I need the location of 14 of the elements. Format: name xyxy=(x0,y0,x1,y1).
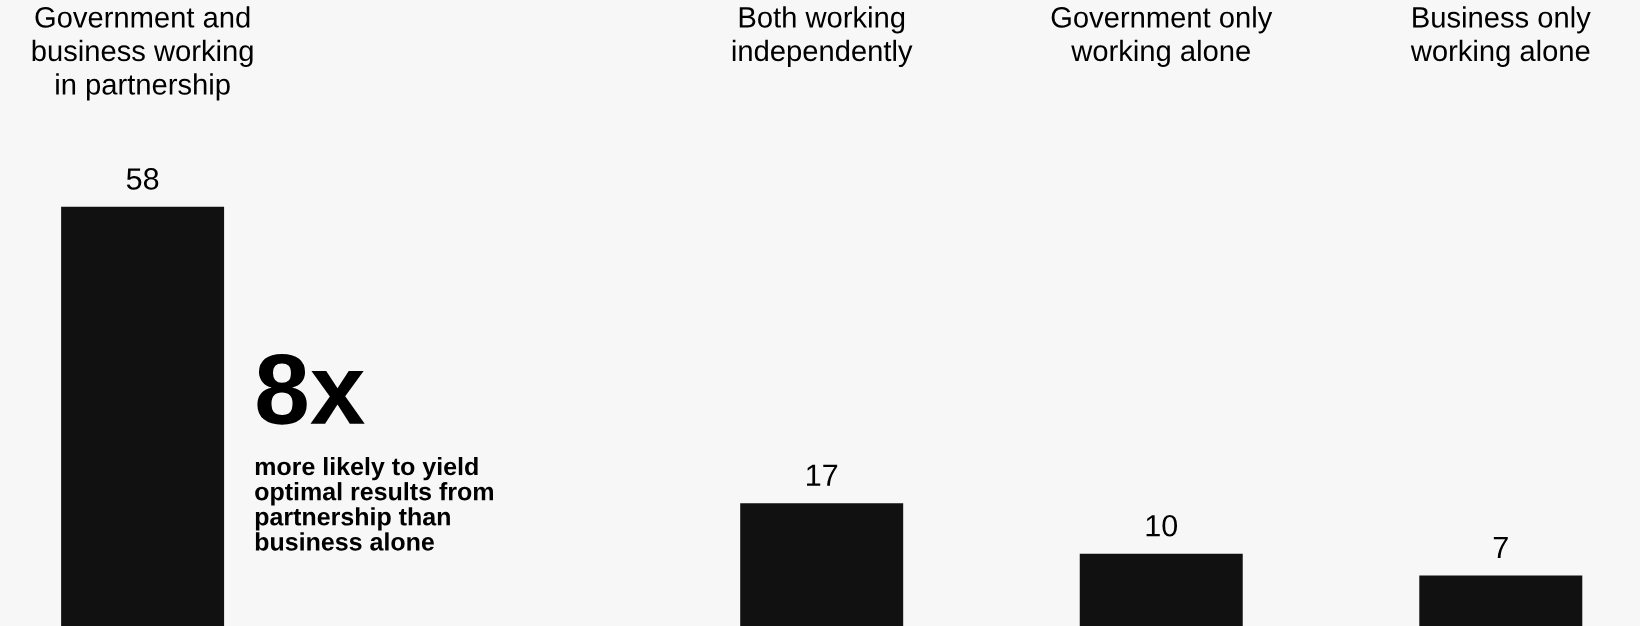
data-label: 58 xyxy=(126,168,159,190)
annotation: more likely to yield optimal results from partnership than business alone xyxy=(255,456,493,551)
bar xyxy=(740,503,904,626)
data-label: 10 xyxy=(1146,514,1178,537)
bar xyxy=(1079,553,1243,626)
data-label: 7 xyxy=(1493,536,1508,558)
data-label: 17 xyxy=(807,464,838,486)
x-tick-label: Government only working alone xyxy=(1051,6,1273,67)
annotation: 8x xyxy=(257,353,365,425)
bar xyxy=(61,206,225,626)
x-tick-label: Both working independently xyxy=(732,6,913,67)
x-tick-label: Business only working alone xyxy=(1410,6,1591,67)
x-tick-label: Government and business working in partnership xyxy=(32,6,253,101)
bar xyxy=(1419,575,1583,626)
